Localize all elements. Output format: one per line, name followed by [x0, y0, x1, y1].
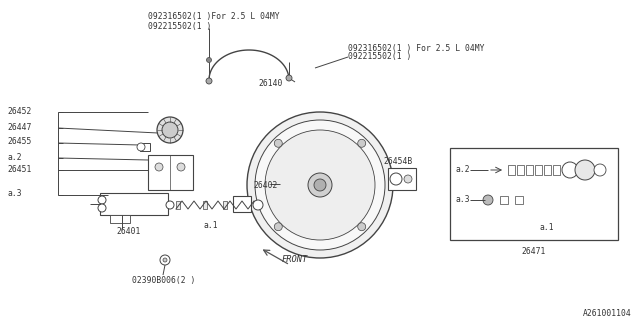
Circle shape — [358, 139, 365, 147]
Circle shape — [247, 112, 393, 258]
Circle shape — [390, 173, 402, 185]
Text: 26455: 26455 — [7, 138, 31, 147]
Bar — [203, 201, 207, 209]
Text: a.2: a.2 — [456, 165, 470, 174]
Circle shape — [98, 204, 106, 212]
Bar — [223, 201, 227, 209]
Circle shape — [575, 160, 595, 180]
Circle shape — [255, 120, 385, 250]
Bar — [140, 143, 150, 151]
Text: 26401: 26401 — [116, 227, 140, 236]
Text: FRONT: FRONT — [282, 255, 308, 265]
Text: 02390B006(2 ): 02390B006(2 ) — [132, 276, 195, 284]
Bar — [544, 165, 551, 175]
Circle shape — [207, 58, 211, 62]
Bar — [515, 196, 523, 204]
Bar — [450, 148, 618, 240]
Bar — [176, 201, 180, 209]
Circle shape — [162, 122, 178, 138]
Circle shape — [483, 195, 493, 205]
Circle shape — [157, 117, 183, 143]
Text: 26471: 26471 — [522, 247, 546, 257]
Circle shape — [275, 139, 282, 147]
Bar — [148, 155, 193, 190]
Bar — [100, 193, 168, 215]
Text: 092215502(1 ): 092215502(1 ) — [348, 52, 412, 61]
Circle shape — [206, 78, 212, 84]
Circle shape — [160, 255, 170, 265]
Text: a.1: a.1 — [540, 223, 555, 233]
Circle shape — [253, 200, 263, 210]
Text: a.1: a.1 — [203, 220, 218, 229]
Bar — [553, 165, 560, 175]
Text: 092316502(1 ) For 2.5 L 04MY: 092316502(1 ) For 2.5 L 04MY — [348, 44, 484, 52]
Circle shape — [163, 258, 167, 262]
Circle shape — [358, 223, 365, 231]
Text: a.3: a.3 — [7, 189, 22, 198]
Circle shape — [594, 164, 606, 176]
Text: 26402: 26402 — [253, 180, 277, 189]
Text: 26451: 26451 — [7, 164, 31, 173]
Circle shape — [275, 223, 282, 231]
Circle shape — [265, 130, 375, 240]
Bar — [517, 165, 524, 175]
Bar — [526, 165, 533, 175]
Circle shape — [404, 175, 412, 183]
Bar — [508, 165, 515, 175]
Circle shape — [314, 179, 326, 191]
Text: 26452: 26452 — [7, 107, 31, 116]
Text: a.3: a.3 — [456, 196, 470, 204]
Text: a.2: a.2 — [7, 153, 22, 162]
Circle shape — [177, 163, 185, 171]
Circle shape — [155, 163, 163, 171]
Text: 092215502(1 ): 092215502(1 ) — [148, 21, 211, 30]
Bar — [233, 196, 251, 212]
Circle shape — [308, 173, 332, 197]
Circle shape — [286, 75, 292, 81]
Text: 26454B: 26454B — [383, 157, 412, 166]
Text: 26447: 26447 — [7, 123, 31, 132]
Bar — [388, 168, 416, 190]
Circle shape — [562, 162, 578, 178]
Circle shape — [137, 143, 145, 151]
Bar — [500, 196, 508, 204]
Bar — [535, 165, 542, 175]
Bar — [238, 201, 242, 209]
Bar — [110, 215, 130, 223]
Text: 092316502(1 )For 2.5 L 04MY: 092316502(1 )For 2.5 L 04MY — [148, 12, 280, 21]
Circle shape — [166, 201, 174, 209]
Circle shape — [98, 196, 106, 204]
Text: 26140: 26140 — [258, 79, 282, 89]
Text: A261001104: A261001104 — [583, 309, 632, 318]
